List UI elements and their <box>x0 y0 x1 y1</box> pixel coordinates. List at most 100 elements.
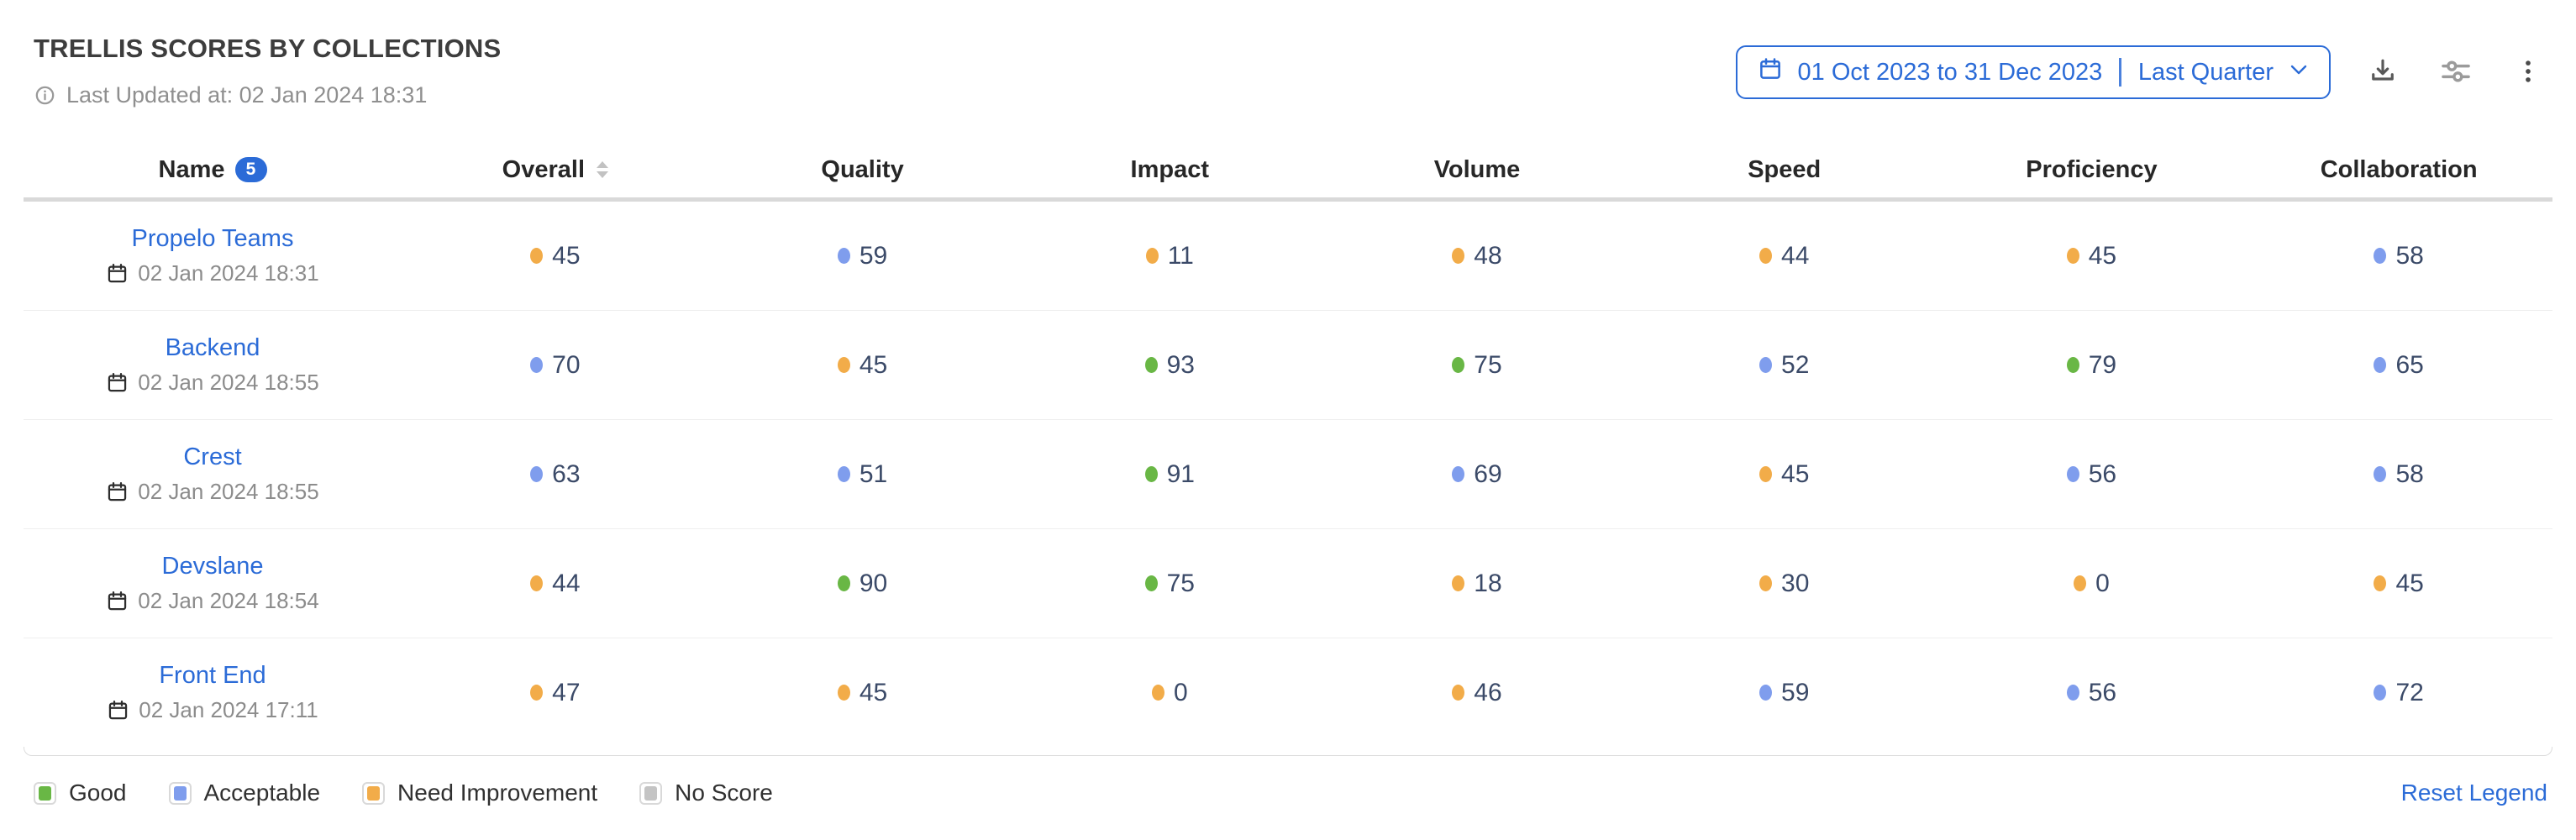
calendar-icon <box>106 480 129 503</box>
score-cell-collaboration: 65 <box>2245 351 2552 380</box>
score-status-dot <box>1145 248 1159 264</box>
column-label: Impact <box>1130 155 1210 183</box>
settings-button[interactable] <box>2435 50 2477 95</box>
legend-item-good[interactable]: Good <box>34 780 127 806</box>
score-status-dot <box>837 685 850 701</box>
column-header-quality: Quality <box>709 156 1017 184</box>
score-value: 79 <box>2088 350 2117 379</box>
score-value: 46 <box>1474 678 1502 706</box>
table-row: Crest 02 Jan 2024 18:55 63 51 91 69 45 56 58 <box>24 420 2552 529</box>
legend-checkbox <box>168 781 192 805</box>
last-updated-text: Last Updated at: 02 Jan 2024 18:31 <box>66 82 428 108</box>
row-updated-text: 02 Jan 2024 18:55 <box>138 479 319 504</box>
legend-checkbox <box>362 781 386 805</box>
score-status-dot <box>2374 575 2387 591</box>
info-icon <box>34 84 56 107</box>
row-updated-text: 02 Jan 2024 18:55 <box>138 370 319 395</box>
legend-checkbox <box>34 781 56 805</box>
legend-checkbox <box>639 781 663 805</box>
legend-color-swatch <box>173 785 187 801</box>
date-preset-text: Last Quarter <box>2137 58 2274 86</box>
score-cell-impact: 11 <box>1016 242 1323 270</box>
column-header-overall[interactable]: Overall <box>402 156 709 184</box>
score-cell-quality: 90 <box>709 570 1017 598</box>
score-cell-overall: 63 <box>402 460 709 489</box>
name-cell: Propelo Teams 02 Jan 2024 18:31 <box>24 225 402 286</box>
legend-color-swatch <box>367 785 381 801</box>
score-value: 56 <box>2088 459 2117 488</box>
column-label: Volume <box>1433 155 1521 183</box>
column-label: Quality <box>821 155 904 183</box>
score-status-dot <box>1144 466 1158 482</box>
score-status-dot <box>530 357 544 373</box>
reset-legend-link[interactable]: Reset Legend <box>2400 780 2547 806</box>
score-cell-quality: 45 <box>709 351 1017 380</box>
calendar-icon <box>106 590 129 612</box>
more-options-button[interactable] <box>2509 52 2547 93</box>
calendar-icon <box>1758 56 1783 88</box>
column-header-volume: Volume <box>1323 156 1631 184</box>
row-updated-text: 02 Jan 2024 18:54 <box>138 588 319 613</box>
score-cell-collaboration: 58 <box>2245 460 2552 489</box>
table-header-row: Name 5 Overall Quality Impact Volume Speed Prof… <box>24 142 2552 202</box>
date-range-picker[interactable]: 01 Oct 2023 to 31 Dec 2023 Last Quarter <box>1735 45 2331 99</box>
collection-link[interactable]: Propelo Teams <box>131 225 294 252</box>
score-cell-speed: 44 <box>1631 242 1938 270</box>
score-status-dot <box>2066 466 2079 482</box>
legend-item-acceptable[interactable]: Acceptable <box>168 780 321 806</box>
row-updated: 02 Jan 2024 18:55 <box>106 479 319 505</box>
score-value: 47 <box>552 678 581 706</box>
column-label: Overall <box>502 155 586 183</box>
score-value: 11 <box>1167 241 1194 270</box>
table-bottom-edge <box>24 747 2552 756</box>
collection-link[interactable]: Front End <box>159 662 266 689</box>
score-status-dot <box>837 248 850 264</box>
sliders-icon <box>2440 55 2472 90</box>
score-status-dot <box>1144 575 1158 591</box>
score-value: 58 <box>2395 459 2424 488</box>
score-value: 30 <box>1781 569 1810 597</box>
score-status-dot <box>1452 357 1465 373</box>
page-title: TRELLIS SCORES BY COLLECTIONS <box>34 34 502 63</box>
score-cell-impact: 75 <box>1016 570 1323 598</box>
collection-link[interactable]: Devslane <box>161 553 264 580</box>
collection-link[interactable]: Crest <box>183 444 242 470</box>
score-cell-speed: 30 <box>1631 570 1938 598</box>
name-count-badge: 5 <box>234 157 267 182</box>
legend-item-need_improvement[interactable]: Need Improvement <box>362 780 597 806</box>
column-header-proficiency: Proficiency <box>1938 156 2246 184</box>
score-status-dot <box>1759 685 1773 701</box>
score-value: 69 <box>1474 459 1502 488</box>
score-value: 63 <box>552 459 581 488</box>
score-status-dot <box>1452 466 1465 482</box>
column-label: Proficiency <box>2026 155 2158 183</box>
score-cell-volume: 75 <box>1323 351 1631 380</box>
score-value: 45 <box>859 350 888 379</box>
row-updated-text: 02 Jan 2024 18:31 <box>138 260 319 286</box>
score-status-dot <box>1759 357 1773 373</box>
score-value: 75 <box>1474 350 1502 379</box>
score-cell-speed: 52 <box>1631 351 1938 380</box>
score-value: 45 <box>1781 459 1810 488</box>
name-cell: Backend 02 Jan 2024 18:55 <box>24 334 402 396</box>
score-status-dot <box>1759 248 1773 264</box>
legend: Good Acceptable Need Improvement No Score <box>34 780 773 806</box>
widget-header-left: TRELLIS SCORES BY COLLECTIONS Last Updat… <box>34 34 501 108</box>
legend-bar: Good Acceptable Need Improvement No Score R… <box>34 780 2547 806</box>
name-cell: Crest 02 Jan 2024 18:55 <box>24 444 402 505</box>
collection-link[interactable]: Backend <box>165 334 260 361</box>
legend-label: No Score <box>675 780 773 806</box>
score-cell-overall: 47 <box>402 679 709 707</box>
sort-icon[interactable] <box>597 161 609 178</box>
row-updated: 02 Jan 2024 17:11 <box>107 697 318 723</box>
row-updated: 02 Jan 2024 18:54 <box>106 588 319 614</box>
legend-label: Acceptable <box>203 780 321 806</box>
download-button[interactable] <box>2363 51 2403 94</box>
widget-controls: 01 Oct 2023 to 31 Dec 2023 Last Quarter <box>1735 45 2547 99</box>
score-cell-volume: 46 <box>1323 679 1631 707</box>
legend-color-swatch <box>644 785 658 801</box>
column-header-impact: Impact <box>1016 156 1323 184</box>
column-label: Name <box>158 155 225 183</box>
column-header-speed: Speed <box>1631 156 1938 184</box>
legend-item-no_score[interactable]: No Score <box>639 780 773 806</box>
